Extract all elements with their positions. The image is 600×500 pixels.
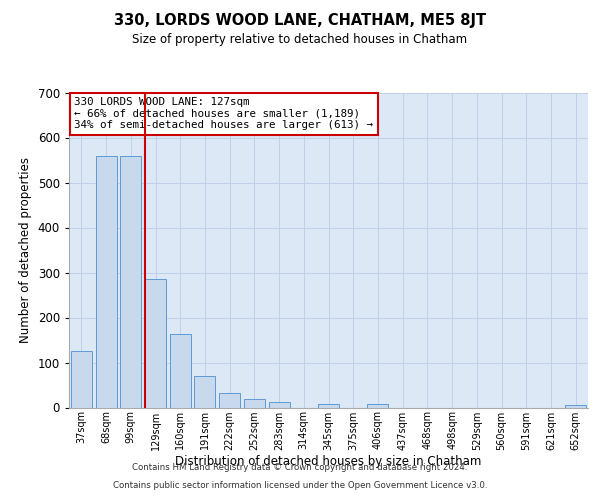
Bar [244,398,265,407]
Text: 330, LORDS WOOD LANE, CHATHAM, ME5 8JT: 330, LORDS WOOD LANE, CHATHAM, ME5 8JT [114,12,486,28]
Text: Size of property relative to detached houses in Chatham: Size of property relative to detached ho… [133,32,467,46]
Bar [565,405,586,407]
Bar [269,402,290,407]
Bar [145,279,166,407]
Text: Contains public sector information licensed under the Open Government Licence v3: Contains public sector information licen… [113,481,487,490]
Bar [71,351,92,408]
Bar [95,156,116,408]
Bar [120,156,141,408]
Bar [367,404,388,407]
X-axis label: Distribution of detached houses by size in Chatham: Distribution of detached houses by size … [175,456,482,468]
Text: Contains HM Land Registry data © Crown copyright and database right 2024.: Contains HM Land Registry data © Crown c… [132,464,468,472]
Bar [318,404,339,407]
Bar [219,392,240,407]
Text: 330 LORDS WOOD LANE: 127sqm
← 66% of detached houses are smaller (1,189)
34% of : 330 LORDS WOOD LANE: 127sqm ← 66% of det… [74,97,373,130]
Bar [170,334,191,407]
Y-axis label: Number of detached properties: Number of detached properties [19,157,32,343]
Bar [194,376,215,408]
